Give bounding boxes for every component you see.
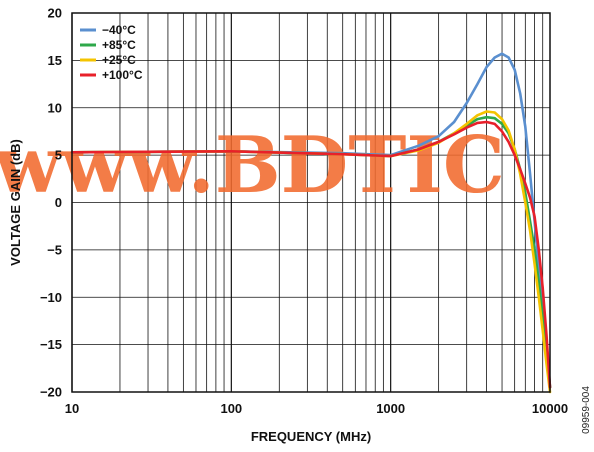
y-axis-label: VOLTAGE GAIN (dB): [8, 139, 23, 266]
y-tick-label: −15: [40, 337, 62, 352]
x-tick-label: 10: [65, 401, 79, 416]
watermark-text: www.BDTIC: [0, 120, 505, 211]
legend-label-1: +85°C: [102, 38, 136, 52]
legend: −40°C+85°C+25°C+100°C: [80, 23, 143, 82]
y-tick-label: −10: [40, 290, 62, 305]
x-tick-label: 10000: [532, 401, 568, 416]
series-line-0: [70, 52, 552, 389]
legend-label-3: +100°C: [102, 68, 143, 82]
plot-frame: [71, 12, 551, 393]
x-tick-label: 1000: [376, 401, 405, 416]
y-tick-label: −20: [40, 385, 62, 400]
x-tick-labels: 10 100 1000 10000: [65, 401, 568, 416]
legend-label-0: −40°C: [102, 23, 136, 37]
series-layer: [70, 52, 552, 394]
y-tick-label: 15: [48, 53, 62, 68]
x-tick-label: 100: [220, 401, 242, 416]
y-tick-label: 10: [48, 100, 62, 115]
x-axis-label: FREQUENCY (MHz): [251, 429, 371, 444]
y-tick-label: 5: [55, 148, 62, 163]
y-tick-label: 20: [48, 6, 62, 21]
y-tick-label: 0: [55, 195, 62, 210]
series-line-3: [70, 120, 552, 389]
legend-label-2: +25°C: [102, 53, 136, 67]
figure-code: 09959-004: [581, 386, 592, 434]
y-tick-label: −5: [47, 242, 62, 257]
y-tick-labels: −20 −15 −10 −5 0 5 10 15 20: [40, 6, 62, 400]
